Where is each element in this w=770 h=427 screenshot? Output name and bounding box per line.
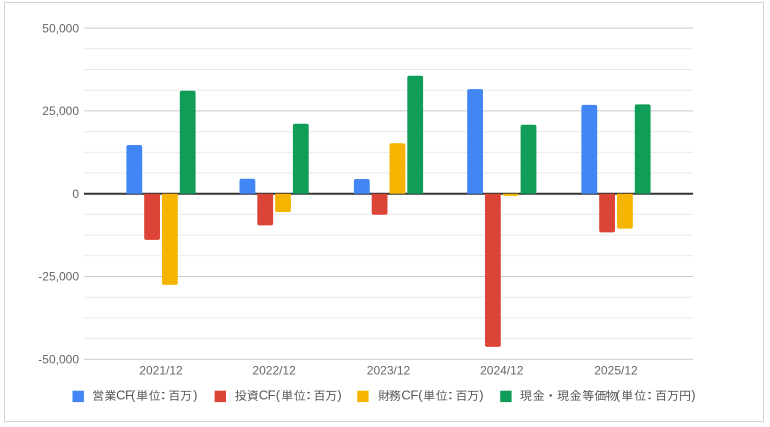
svg-text:-50,000: -50,000 <box>38 353 79 367</box>
svg-text:0: 0 <box>72 187 79 201</box>
svg-text:2021/12: 2021/12 <box>139 364 183 378</box>
svg-text:C: C <box>401 388 410 403</box>
svg-text:): ) <box>691 388 695 403</box>
svg-text:(: ( <box>276 388 281 403</box>
svg-text:(: ( <box>131 388 136 403</box>
svg-text:2022/12: 2022/12 <box>252 364 296 378</box>
svg-text:2025/12: 2025/12 <box>594 364 638 378</box>
svg-text:C: C <box>259 388 268 403</box>
svg-text:): ) <box>337 388 341 403</box>
svg-text:2024/12: 2024/12 <box>480 364 524 378</box>
svg-text:F: F <box>268 388 276 403</box>
svg-text:-25,000: -25,000 <box>38 270 79 284</box>
svg-text:): ) <box>479 388 483 403</box>
svg-text:F: F <box>125 388 133 403</box>
svg-text:2023/12: 2023/12 <box>367 364 411 378</box>
svg-text:50,000: 50,000 <box>42 21 79 35</box>
svg-text:(: ( <box>418 388 423 403</box>
svg-text:F: F <box>410 388 418 403</box>
svg-text:C: C <box>116 388 125 403</box>
svg-text:25,000: 25,000 <box>42 104 79 118</box>
svg-text:): ) <box>193 388 197 403</box>
svg-text:(: ( <box>616 388 621 403</box>
